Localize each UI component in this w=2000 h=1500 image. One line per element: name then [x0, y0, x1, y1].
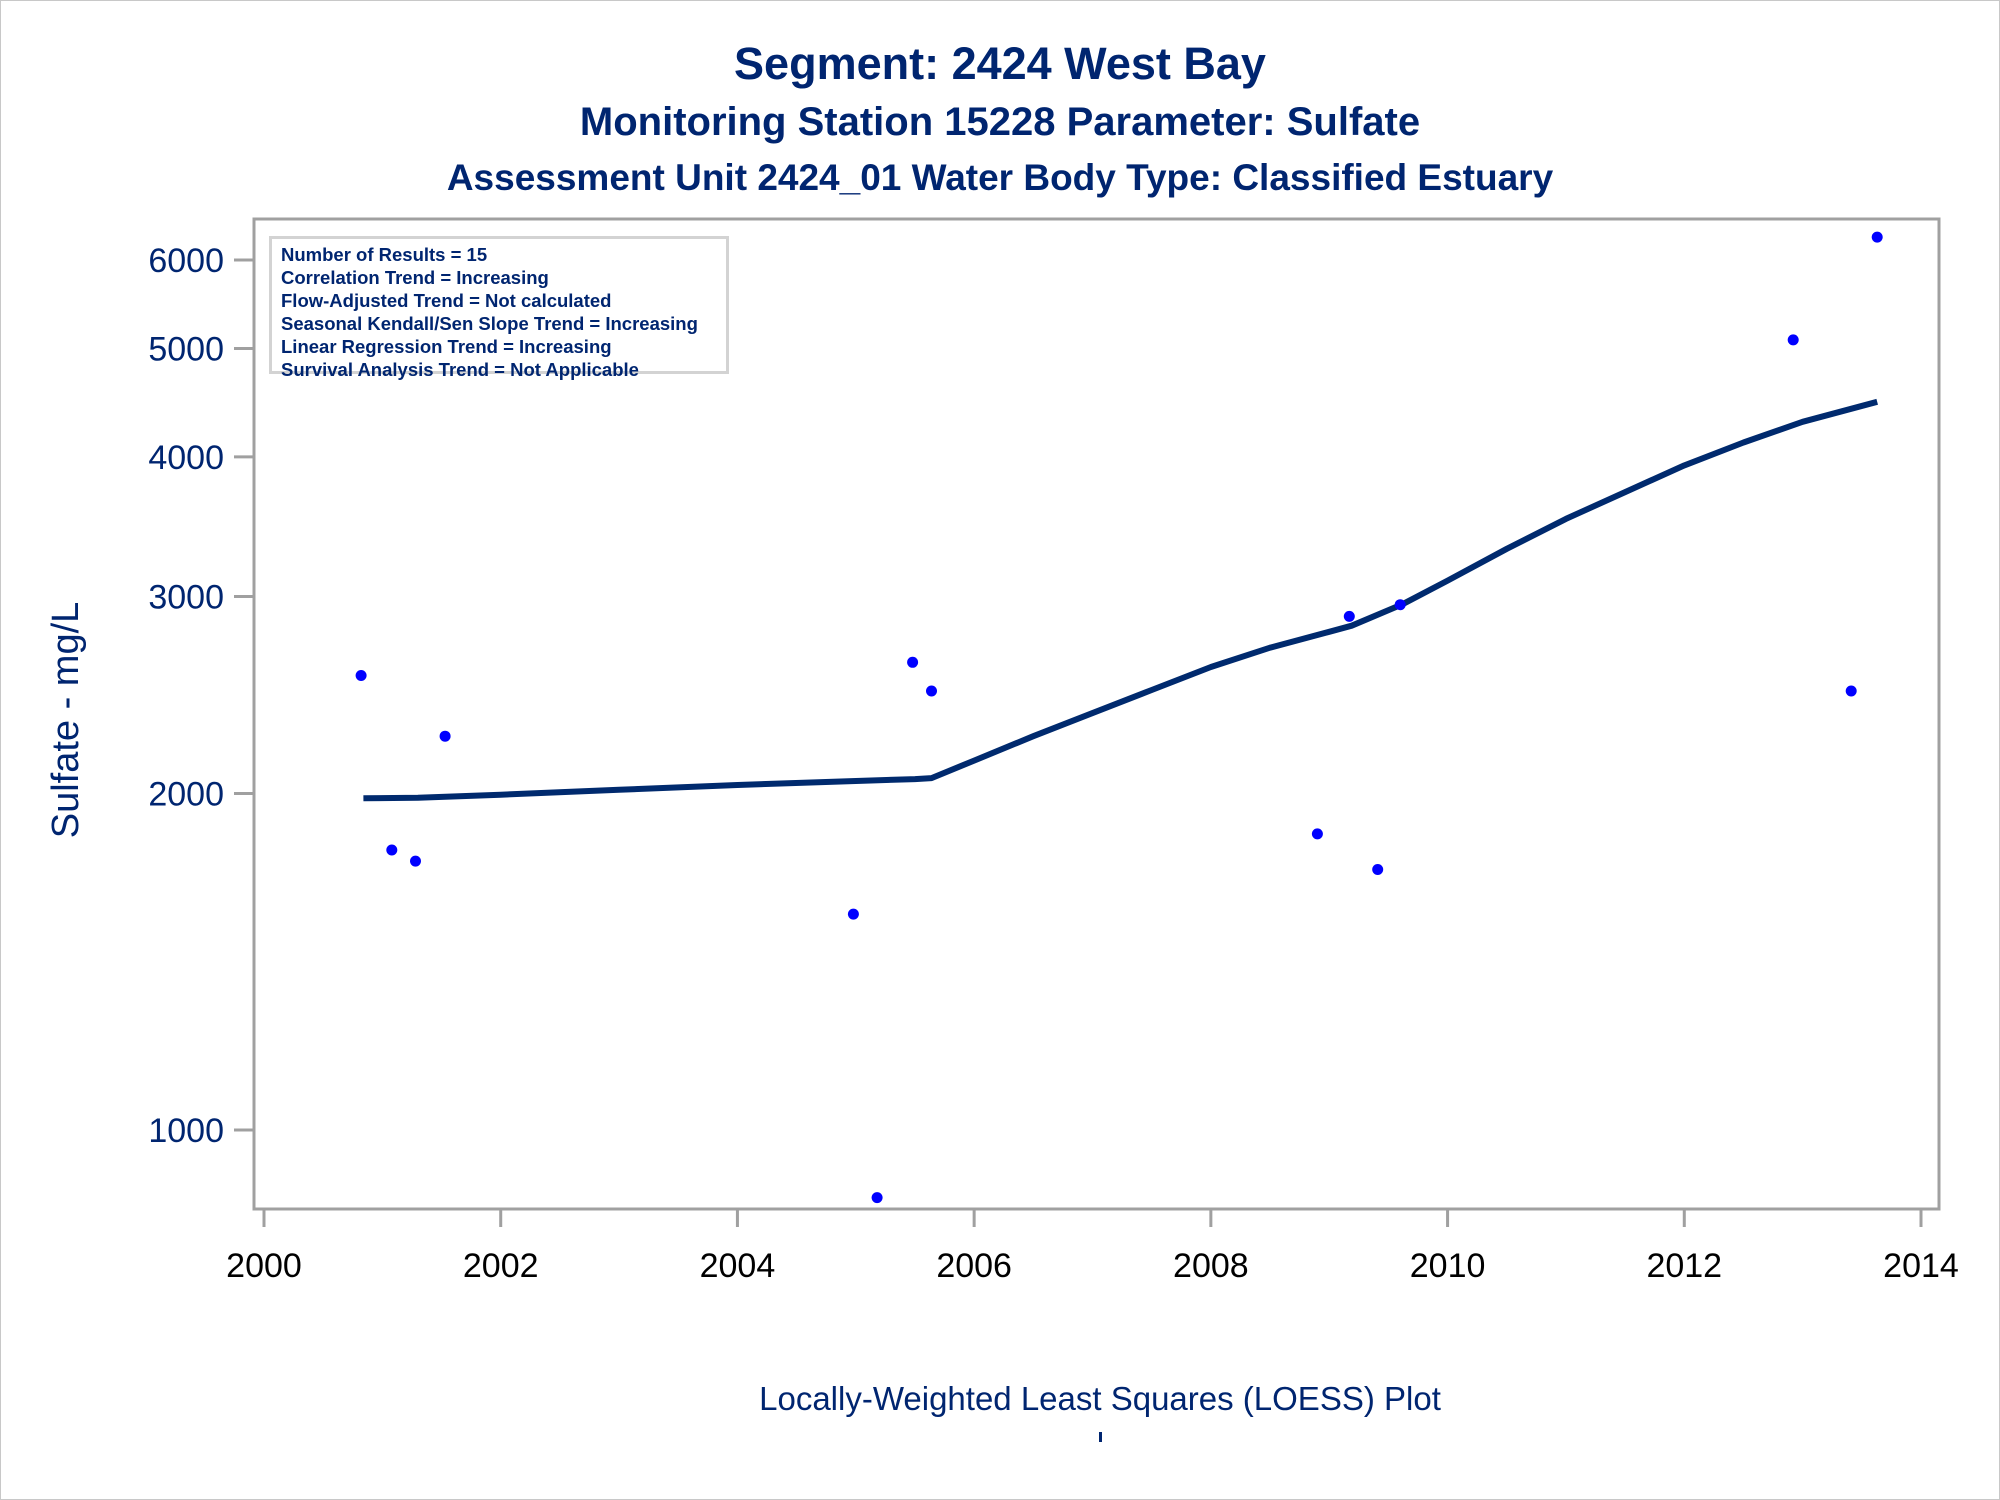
legend-survival-analysis-trend: Survival Analysis Trend = Not Applicable — [281, 359, 639, 380]
x-tick-label: 2006 — [936, 1247, 1012, 1285]
axes: 1000 2000 3000 4000 5000 6000 2000 2002 2004 2006… — [148, 217, 1959, 1285]
trend-summary-box: Number of Results = 15 Correlation Trend… — [269, 236, 729, 380]
y-tick-label: 2000 — [148, 775, 224, 813]
y-tick-label: 3000 — [148, 579, 224, 617]
data-point — [1343, 610, 1355, 622]
legend-seasonal-kendall-trend: Seasonal Kendall/Sen Slope Trend = Incre… — [281, 313, 698, 334]
data-point — [1394, 599, 1406, 611]
y-tick-label: 4000 — [148, 439, 224, 477]
data-point — [907, 656, 919, 668]
data-point — [386, 844, 398, 856]
chart-title: Segment: 2424 West Bay — [734, 38, 1266, 89]
loess-fit-line — [363, 398, 1878, 802]
x-tick-label: 2004 — [700, 1247, 776, 1285]
data-point — [1311, 828, 1323, 840]
scatter-points-layer — [355, 231, 1883, 1204]
x-tick-label: 2014 — [1883, 1247, 1959, 1285]
y-tick-label: 1000 — [148, 1112, 224, 1150]
data-point — [1787, 334, 1799, 346]
legend-correlation-trend: Correlation Trend = Increasing — [281, 267, 549, 288]
y-tick-label: 6000 — [148, 242, 224, 280]
x-tick-label: 2002 — [463, 1247, 539, 1285]
data-point — [926, 685, 937, 697]
legend-linear-regression-trend: Linear Regression Trend = Increasing — [281, 336, 612, 357]
data-point — [1845, 685, 1857, 697]
data-point — [1372, 864, 1384, 875]
x-tick-label: 2010 — [1410, 1247, 1486, 1285]
data-point — [355, 670, 367, 681]
chart-subtitle-assessment: Assessment Unit 2424_01 Water Body Type:… — [446, 157, 1554, 198]
legend-number-of-results: Number of Results = 15 — [281, 244, 488, 265]
data-point — [410, 855, 421, 867]
caption-tick-mark — [1099, 1432, 1102, 1442]
data-point — [439, 730, 451, 742]
x-tick-label: 2012 — [1646, 1247, 1722, 1285]
y-axis-title: Sulfate - mg/L — [45, 602, 87, 839]
plot-area-frame — [252, 217, 1941, 1211]
data-point — [871, 1192, 883, 1204]
loess-line-layer — [363, 398, 1878, 802]
x-tick-label: 2000 — [226, 1247, 302, 1285]
x-tick-label: 2008 — [1173, 1247, 1249, 1285]
data-point — [847, 908, 859, 920]
legend-flow-adjusted-trend: Flow-Adjusted Trend = Not calculated — [281, 290, 612, 311]
data-point — [1871, 231, 1883, 243]
chart-subtitle-station: Monitoring Station 15228 Parameter: Sulf… — [579, 100, 1421, 144]
y-tick-label: 5000 — [148, 331, 224, 369]
plot-caption: Locally-Weighted Least Squares (LOESS) P… — [759, 1380, 1441, 1417]
